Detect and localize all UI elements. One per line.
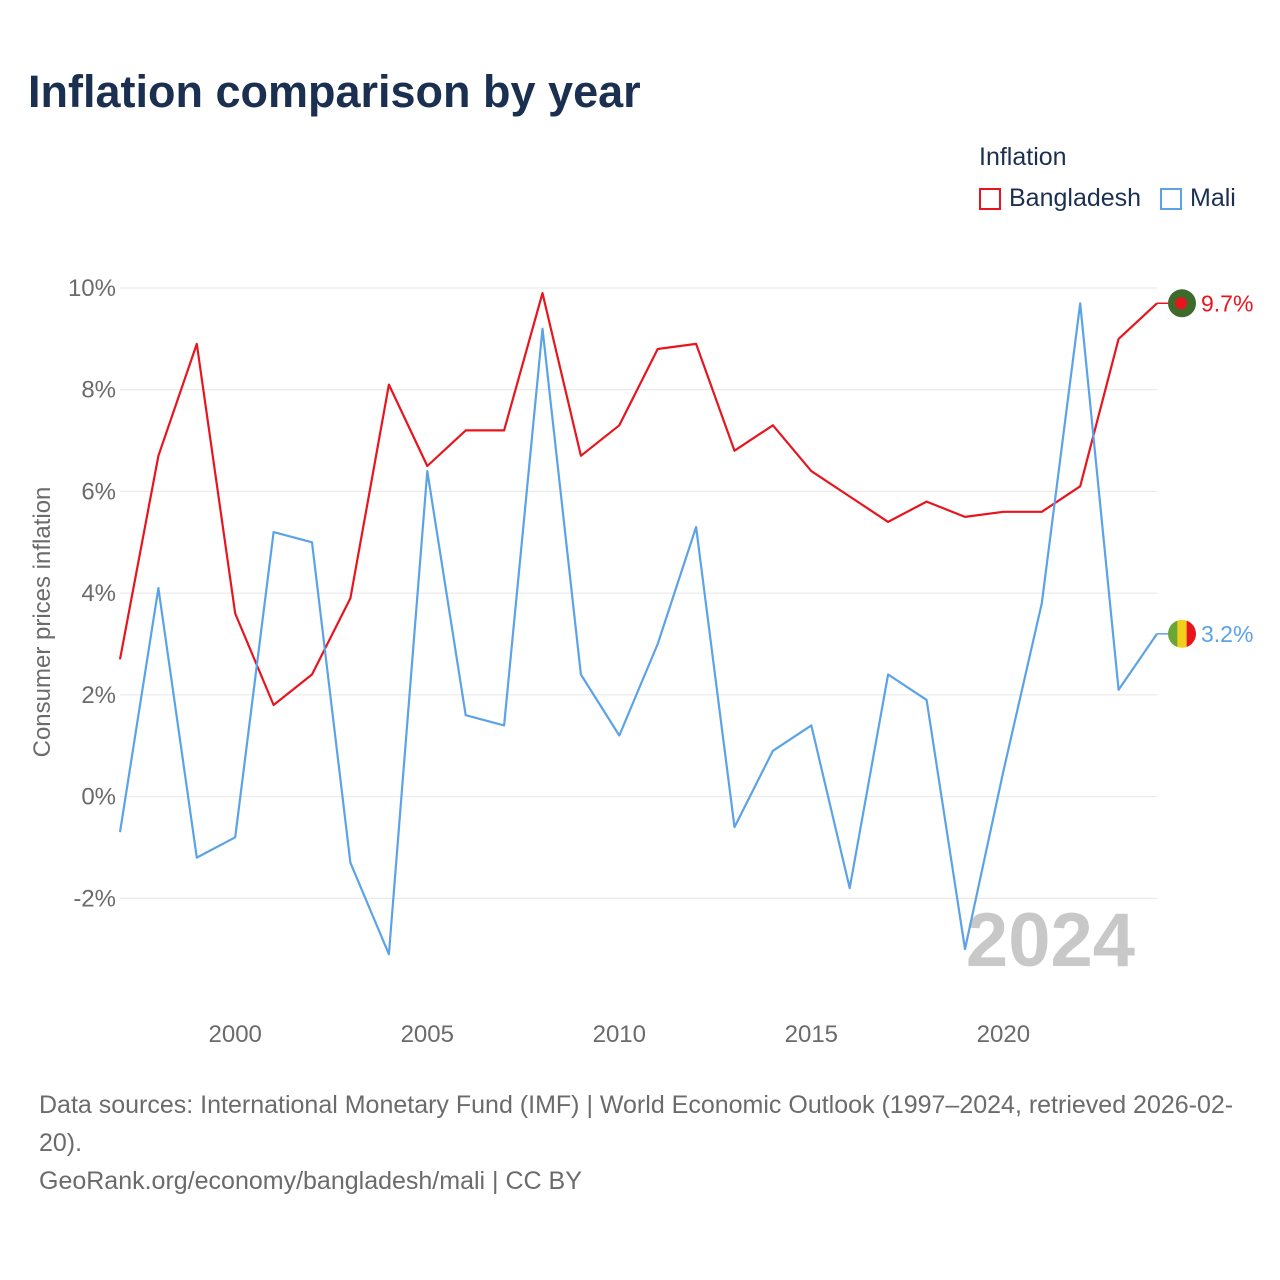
- end-value-label-mali: 3.2%: [1201, 621, 1253, 647]
- x-tick-label: 2010: [593, 1021, 646, 1048]
- series-lines: [118, 292, 1158, 956]
- series-end-markers: 9.7% 3.2%: [1157, 289, 1253, 648]
- line-chart: 2024 -2%0%2%4%6%8%10% 2000 2005 2010 2015 20…: [29, 275, 1253, 1048]
- footer: Data sources: International Monetary Fun…: [39, 1086, 1249, 1200]
- legend-item-bangladesh[interactable]: Bangladesh: [979, 184, 1141, 213]
- y-axis-label: Consumer prices inflation: [29, 487, 56, 758]
- x-tick-label: 2015: [785, 1021, 838, 1048]
- y-tick-label: 0%: [81, 784, 116, 811]
- mali-flag-icon: [1168, 619, 1196, 648]
- legend-label-bangladesh: Bangladesh: [1009, 184, 1142, 212]
- legend-swatch-bangladesh: [979, 187, 1001, 210]
- legend-swatch-mali: [1160, 187, 1182, 210]
- y-axis: -2% 0% 2% 4% 6% 8% 10%: [68, 275, 116, 912]
- legend-item-mali[interactable]: Mali: [1160, 184, 1236, 213]
- end-value-label-bangladesh: 9.7%: [1201, 290, 1253, 316]
- data-sources-note: Data sources: International Monetary Fun…: [39, 1091, 1234, 1157]
- y-tick-label: 2%: [81, 682, 116, 709]
- credit-link[interactable]: GeoRank.org/economy/bangladesh/mali | CC…: [39, 1167, 582, 1195]
- flag-stripes: [1168, 619, 1196, 648]
- y-tick-label: 6%: [81, 478, 116, 505]
- x-tick-label: 2000: [209, 1021, 262, 1048]
- year-watermark: 2024: [966, 898, 1135, 983]
- y-tick-label: 10%: [68, 275, 116, 302]
- gridlines: [120, 287, 1157, 899]
- bangladesh-flag-icon: [1168, 289, 1196, 318]
- legend-label-mali: Mali: [1190, 184, 1236, 212]
- x-tick-label: 2005: [401, 1021, 454, 1048]
- series-line-mali: [118, 302, 1158, 956]
- x-axis: 2000 2005 2010 2015 2020: [209, 1021, 1031, 1048]
- chart-title: Inflation comparison by year: [28, 66, 641, 117]
- flag-disc: [1175, 297, 1187, 310]
- legend-title: Inflation: [979, 143, 1067, 171]
- y-tick-label: 8%: [81, 377, 116, 404]
- x-tick-label: 2020: [977, 1021, 1030, 1048]
- series-line-bangladesh: [118, 292, 1158, 707]
- y-tick-label: -2%: [73, 885, 116, 912]
- y-tick-label: 4%: [81, 580, 116, 607]
